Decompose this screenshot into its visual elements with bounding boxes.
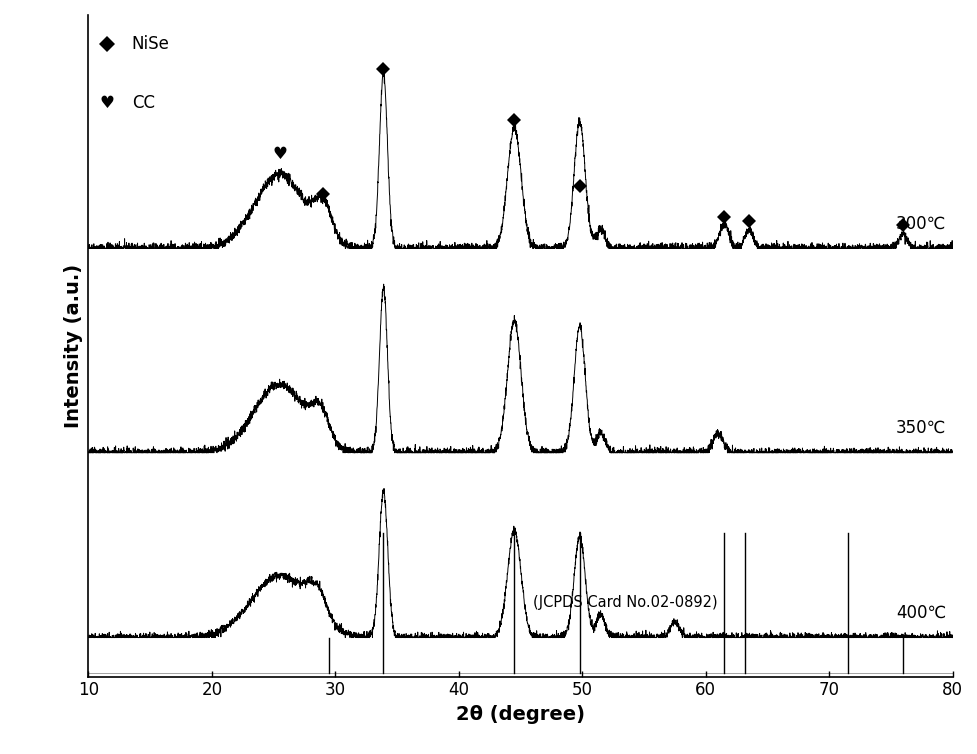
Text: 400℃: 400℃ bbox=[895, 604, 946, 622]
Text: NiSe: NiSe bbox=[132, 35, 169, 54]
Text: ♥: ♥ bbox=[272, 145, 287, 163]
Text: ♥: ♥ bbox=[100, 93, 114, 112]
Text: 300℃: 300℃ bbox=[895, 215, 946, 233]
Text: 350℃: 350℃ bbox=[895, 419, 946, 437]
X-axis label: 2θ (degree): 2θ (degree) bbox=[455, 705, 584, 724]
Text: (JCPDS Card No.02-0892): (JCPDS Card No.02-0892) bbox=[532, 595, 717, 610]
Text: CC: CC bbox=[132, 93, 154, 112]
Y-axis label: Intensity (a.u.): Intensity (a.u.) bbox=[64, 264, 83, 428]
